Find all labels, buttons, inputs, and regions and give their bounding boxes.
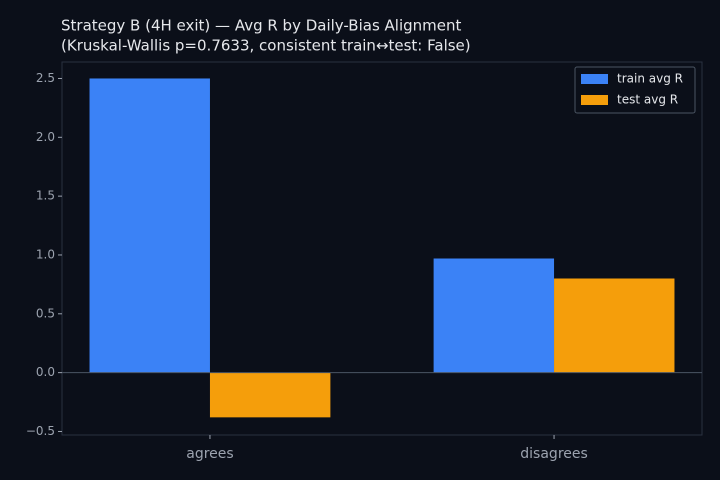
legend-label: train avg R bbox=[617, 72, 683, 86]
y-tick-label: 2.0 bbox=[36, 130, 55, 144]
legend-swatch bbox=[581, 74, 608, 84]
x-tick-label: agrees bbox=[186, 446, 233, 462]
legend-swatch bbox=[581, 95, 608, 105]
y-tick-label: 2.5 bbox=[36, 71, 55, 85]
bar bbox=[554, 278, 675, 373]
bar bbox=[89, 78, 210, 373]
y-tick-label: 0.0 bbox=[36, 365, 55, 379]
plot-frame bbox=[61, 61, 703, 436]
x-tick-label: disagrees bbox=[520, 446, 588, 462]
y-tick-label: −0.5 bbox=[26, 424, 55, 438]
y-tick-label: 1.5 bbox=[36, 189, 55, 203]
y-tick-label: 1.0 bbox=[36, 247, 55, 261]
chart-subtitle: (Kruskal-Wallis p=0.7633, consistent tra… bbox=[61, 37, 471, 55]
bar bbox=[433, 258, 555, 373]
bar bbox=[209, 372, 331, 418]
chart-title: Strategy B (4H exit) — Avg R by Daily-Bi… bbox=[61, 17, 461, 35]
y-tick-label: 0.5 bbox=[36, 306, 55, 320]
legend-label: test avg R bbox=[617, 93, 678, 107]
